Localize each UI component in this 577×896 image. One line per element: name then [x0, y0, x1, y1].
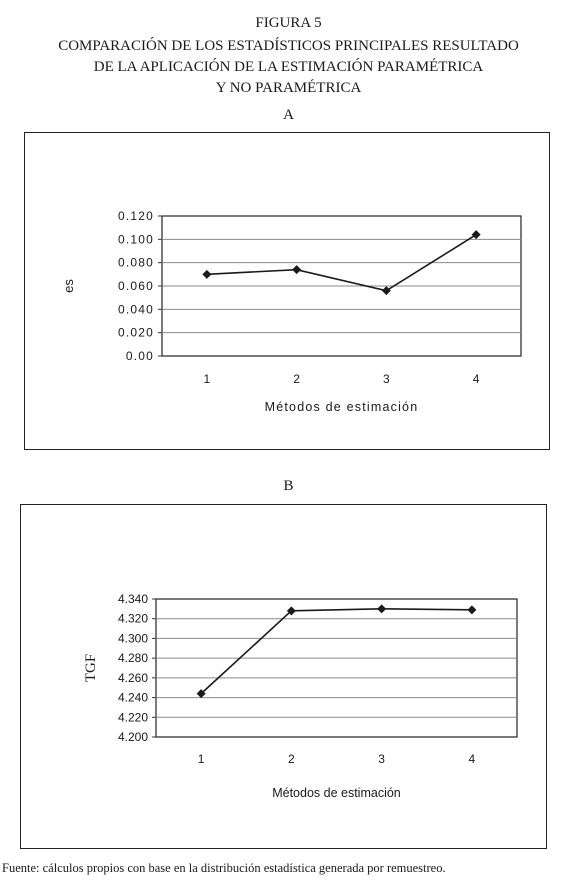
- chart-b-data-point: [467, 605, 477, 615]
- panel-b-label: B: [283, 478, 294, 494]
- chart-b-y-tick-label: 4.320: [118, 612, 148, 626]
- chart-b-data-point: [196, 689, 206, 699]
- chart-b-y-axis-label: TGF: [83, 654, 99, 682]
- chart-a-frame: 0.00 0.020 0.040 0.060 0.080 0.100 0.120 1 2 3 4 Mé…: [24, 132, 550, 450]
- chart-b-x-tick-label: 3: [378, 752, 385, 766]
- chart-a-x-axis-label: Métodos de estimación: [265, 400, 419, 414]
- chart-b: 4.200 4.220 4.240 4.260 4.280 4.300 4.320 4.340…: [83, 592, 518, 800]
- chart-b-x-tick-label: 1: [198, 752, 205, 766]
- chart-b-data-point: [286, 606, 296, 616]
- chart-b-y-tick-label: 4.200: [118, 730, 148, 744]
- chart-b-data-point: [377, 604, 387, 614]
- chart-b-y-tick-label: 4.220: [118, 710, 148, 724]
- chart-b-series-line: [200, 608, 472, 695]
- chart-b-x-tick-label: 4: [469, 752, 476, 766]
- chart-b-y-tick-label: 4.260: [118, 671, 148, 685]
- chart-a-data-point: [471, 230, 481, 240]
- chart-b-x-axis-label: Métodos de estimación: [272, 786, 401, 800]
- figure-source: Fuente: cálculos propios con base en la …: [2, 861, 446, 875]
- chart-a-x-tick-label: 4: [473, 372, 480, 386]
- chart-a-y-tick-label: 0.040: [118, 302, 154, 316]
- chart-a-y-tick-label: 0.080: [118, 256, 154, 270]
- figure-number: FIGURA 5: [255, 15, 322, 31]
- figure-title-line-1: COMPARACIÓN DE LOS ESTADÍSTICOS PRINCIPA…: [58, 38, 519, 54]
- chart-b-y-tick-label: 4.340: [118, 592, 148, 606]
- chart-a-y-tick-label: 0.100: [118, 232, 154, 246]
- chart-a-data-point: [381, 286, 391, 296]
- chart-a-x-tick-label: 2: [293, 372, 300, 386]
- chart-a-data-point: [292, 265, 302, 275]
- chart-a-x-tick-label: 1: [204, 372, 211, 386]
- chart-b-plot-area: [155, 598, 518, 738]
- chart-b-y-tick-label: 4.300: [118, 631, 148, 645]
- chart-a-series-line: [206, 233, 477, 292]
- chart-a-x-tick-label: 3: [383, 372, 390, 386]
- chart-a-data-point: [202, 269, 212, 279]
- chart-a-y-axis-label: es: [61, 279, 76, 293]
- figure-title-line-3: Y NO PARAMÉTRICA: [215, 80, 362, 96]
- panel-a-label: A: [283, 107, 294, 123]
- chart-b-frame: 4.200 4.220 4.240 4.260 4.280 4.300 4.320 4.340…: [20, 504, 547, 849]
- chart-a-y-tick-label: 0.00: [126, 349, 154, 363]
- chart-a-y-tick-label: 0.020: [118, 326, 154, 340]
- figure-title-line-2: DE LA APLICACIÓN DE LA ESTIMACIÓN PARAMÉ…: [93, 59, 484, 75]
- chart-b-x-tick-label: 2: [288, 752, 295, 766]
- chart-a-y-tick-label: 0.060: [118, 279, 154, 293]
- chart-a-y-tick-label: 0.120: [118, 209, 154, 223]
- chart-b-y-tick-label: 4.240: [118, 691, 148, 705]
- chart-a: 0.00 0.020 0.040 0.060 0.080 0.100 0.120 1 2 3 4 Mé…: [61, 209, 522, 414]
- chart-b-y-tick-label: 4.280: [118, 651, 148, 665]
